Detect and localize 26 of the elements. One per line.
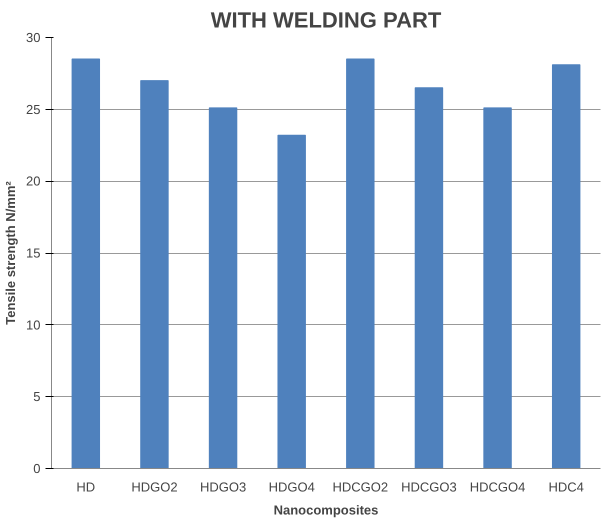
x-tick-label: HDGO2 [131, 480, 178, 494]
y-tick-label: 20 [26, 174, 41, 189]
bar [208, 107, 238, 468]
bar [552, 64, 580, 468]
y-tick-label: 25 [26, 102, 41, 117]
y-tick-label: 10 [26, 317, 41, 332]
x-tick-label: HDCGO2 [332, 480, 388, 494]
x-tick-label: HDCGO3 [401, 480, 457, 494]
bar [277, 134, 306, 468]
x-tick-label: HDGO3 [200, 480, 246, 494]
x-tick-label: HDGO4 [268, 480, 315, 494]
bar [346, 58, 375, 468]
x-tick-label: HD [76, 480, 96, 494]
x-tick-label: HDC4 [548, 480, 584, 494]
bar [483, 107, 512, 468]
bar [72, 58, 100, 468]
y-axis-title: Tensile strength N/mm² [3, 180, 18, 325]
x-tick-label: HDCGO4 [470, 480, 526, 494]
bar [140, 80, 169, 468]
y-tick-label: 0 [33, 461, 41, 476]
chart-title: WITH WELDING PART [210, 8, 442, 32]
y-tick-label: 30 [26, 30, 41, 45]
x-axis-title: Nanocomposites [274, 502, 378, 518]
y-tick-label: 15 [26, 246, 41, 260]
bar [414, 87, 444, 468]
y-tick-label: 5 [33, 389, 41, 404]
